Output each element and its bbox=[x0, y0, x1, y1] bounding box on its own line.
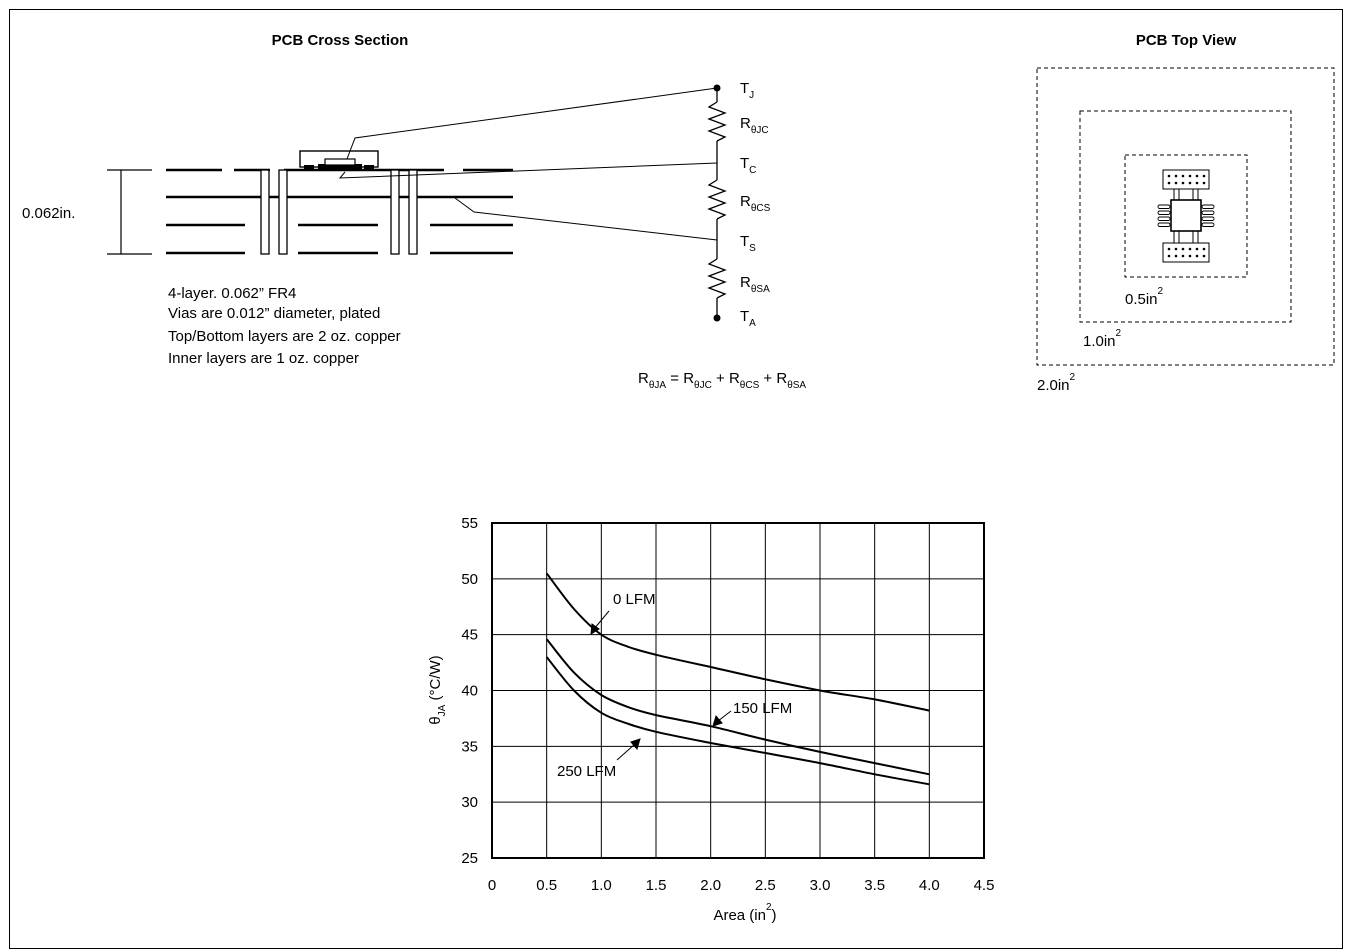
node-label-tj: TJ bbox=[740, 80, 754, 101]
x-tick-label: 4.0 bbox=[919, 877, 940, 894]
x-tick-label: 3.5 bbox=[864, 877, 885, 894]
x-tick-label: 1.5 bbox=[646, 877, 667, 894]
y-tick-label: 40 bbox=[461, 683, 478, 700]
resistor-label-rjc: RθJC bbox=[740, 115, 769, 136]
thermal-equation: RθJA = RθJC + RθCS + RθSA bbox=[638, 370, 806, 391]
junction-node bbox=[713, 84, 721, 92]
component-footprint bbox=[1157, 169, 1215, 263]
plot-border bbox=[491, 522, 985, 859]
thermal-network: TJ RθJC TC RθCS TS RθSA TA RθJA = RθJC +… bbox=[638, 80, 806, 391]
area-05in-outline bbox=[1124, 154, 1248, 278]
x-axis-label: Area (in2) bbox=[713, 902, 776, 924]
top-view-title: PCB Top View bbox=[1136, 32, 1237, 49]
series-label-250-lfm: 250 LFM bbox=[557, 763, 616, 780]
y-tick-labels: 25 30 35 40 45 50 55 bbox=[461, 515, 478, 867]
area-2in-outline bbox=[1036, 67, 1335, 366]
series-line-1 bbox=[545, 638, 930, 776]
y-tick-label: 50 bbox=[461, 571, 478, 588]
x-tick-labels: 0 0.5 1.0 1.5 2.0 2.5 3.0 3.5 4.0 4.5 bbox=[488, 877, 995, 894]
cross-section-notes: 4-layer. 0.062” FR4 Vias are 0.012” diam… bbox=[168, 285, 401, 367]
area-label-05: 0.5in2 bbox=[1125, 286, 1164, 308]
chart-series bbox=[545, 572, 930, 786]
note-line: 4-layer. 0.062” FR4 bbox=[168, 285, 296, 302]
x-tick-label: 4.5 bbox=[974, 877, 995, 894]
leader-lines bbox=[338, 87, 718, 241]
y-tick-label: 55 bbox=[461, 515, 478, 532]
y-tick-label: 30 bbox=[461, 794, 478, 811]
x-tick-label: 1.0 bbox=[591, 877, 612, 894]
series-label-0-lfm: 0 LFM bbox=[613, 591, 656, 608]
area-label-10: 1.0in2 bbox=[1083, 328, 1122, 350]
x-tick-label: 3.0 bbox=[810, 877, 831, 894]
chart-grid bbox=[491, 522, 985, 859]
y-tick-label: 25 bbox=[461, 850, 478, 867]
cross-section-title: PCB Cross Section bbox=[272, 32, 409, 49]
area-1in-outline bbox=[1079, 110, 1292, 323]
x-tick-label: 0.5 bbox=[536, 877, 557, 894]
area-label-20: 2.0in2 bbox=[1037, 372, 1076, 394]
x-tick-label: 0 bbox=[488, 877, 496, 894]
component-package bbox=[299, 150, 379, 169]
plot-area-border bbox=[491, 522, 985, 859]
resistor-label-rsa: RθSA bbox=[740, 274, 770, 295]
y-tick-label: 45 bbox=[461, 627, 478, 644]
node-label-tc: TC bbox=[740, 155, 756, 176]
series-line-0 bbox=[545, 572, 930, 712]
thickness-dimension bbox=[107, 169, 152, 255]
y-axis-label: θJA (°C/W) bbox=[427, 655, 448, 724]
note-line: Inner layers are 1 oz. copper bbox=[168, 350, 359, 367]
y-tick-label: 35 bbox=[461, 738, 478, 755]
x-tick-label: 2.5 bbox=[755, 877, 776, 894]
thickness-label: 0.062in. bbox=[22, 205, 75, 222]
series-line-2 bbox=[545, 656, 930, 786]
resistor-label-rcs: RθCS bbox=[740, 193, 771, 214]
x-tick-label: 2.0 bbox=[700, 877, 721, 894]
ambient-node bbox=[713, 314, 721, 322]
copper-layers bbox=[166, 168, 513, 255]
pcb-cross-section: PCB Cross Section 0.062in. bbox=[22, 32, 718, 367]
pcb-top-view: PCB Top View bbox=[1036, 32, 1335, 394]
theta-ja-chart: 25 30 35 40 45 50 55 0 0.5 1.0 1.5 2.0 2.5 3.0 3.5 4.0… bbox=[427, 515, 994, 924]
series-label-arrows bbox=[590, 610, 732, 761]
vias bbox=[260, 169, 418, 255]
note-line: Top/Bottom layers are 2 oz. copper bbox=[168, 328, 401, 345]
series-label-150-lfm: 150 LFM bbox=[733, 700, 792, 717]
node-label-ts: TS bbox=[740, 233, 756, 254]
node-label-ta: TA bbox=[740, 308, 756, 329]
note-line: Vias are 0.012” diameter, plated bbox=[168, 305, 380, 322]
